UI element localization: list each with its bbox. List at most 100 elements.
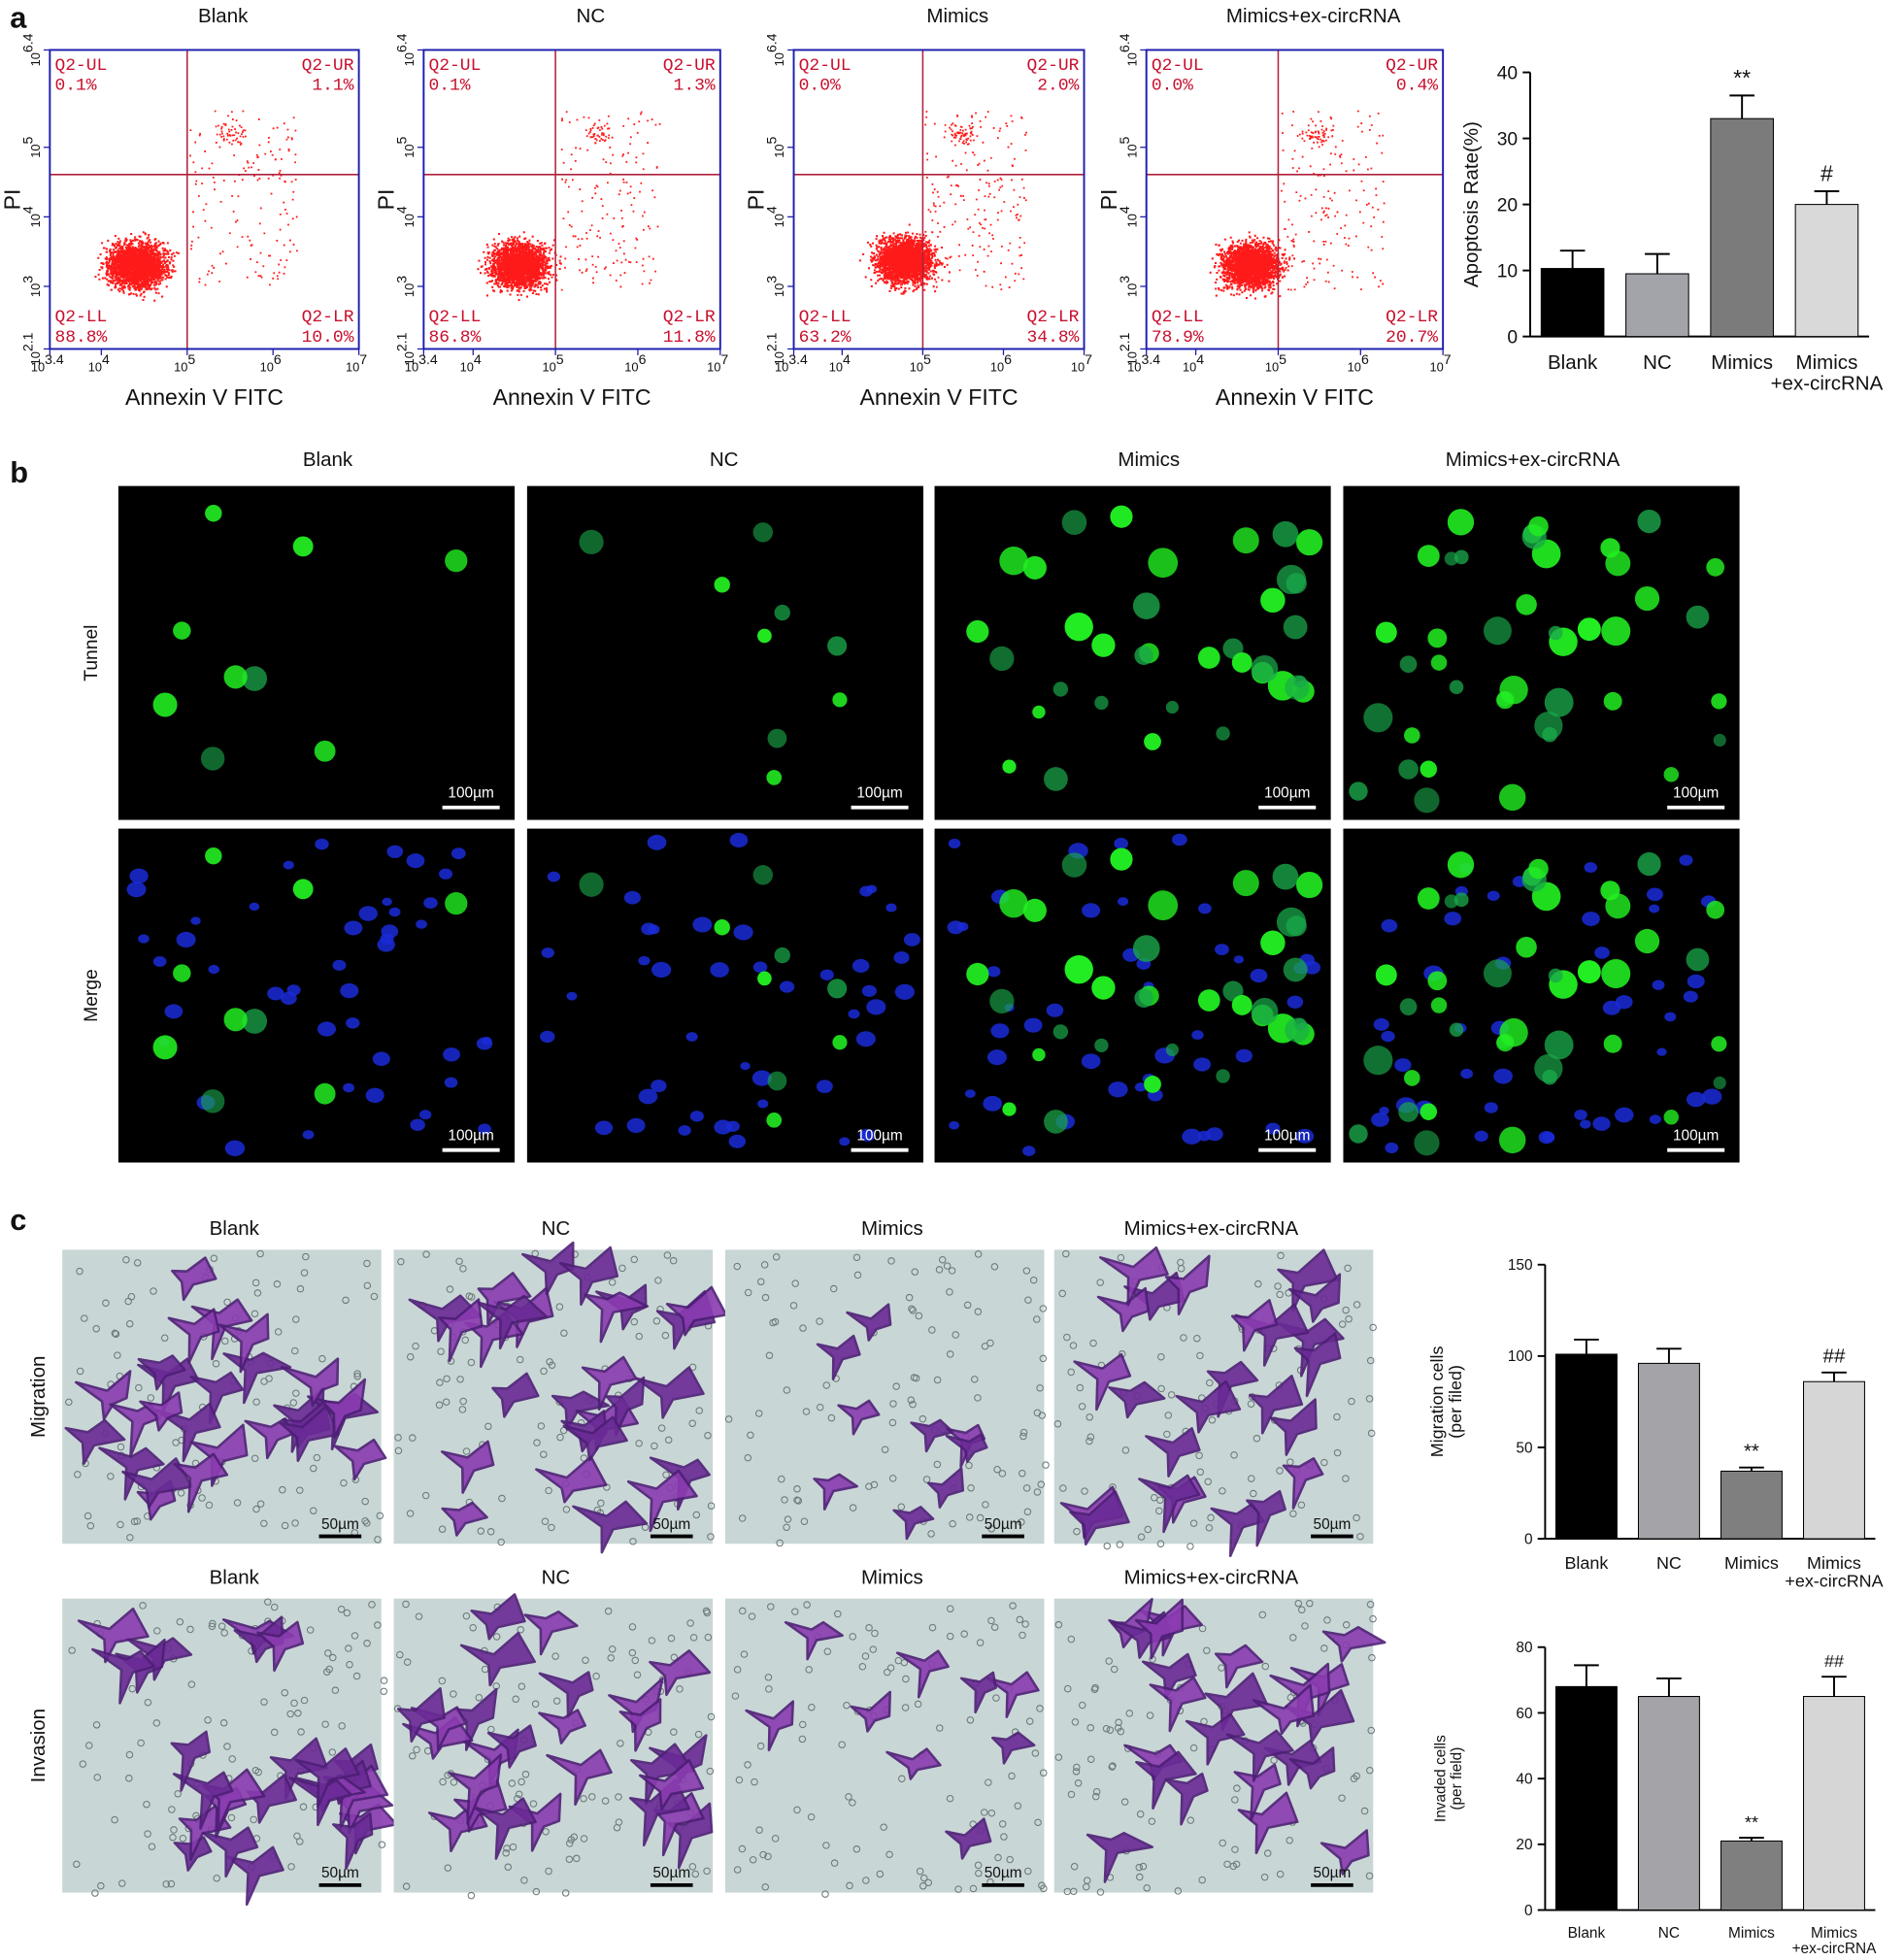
nucleus [1182,1128,1202,1145]
nucleus [224,1140,246,1156]
nucleus [903,933,920,947]
quadrant-percent: 0.0% [1152,77,1193,96]
stained-cell [474,1797,537,1860]
y-tick-label: 0 [1524,1903,1533,1919]
apoptotic-cell [966,619,989,644]
quadrant-percent: 1.3% [674,77,716,96]
y-tick-label: 105 [764,137,787,158]
stained-cell [397,1687,446,1744]
stained-cell [226,1845,284,1907]
nucleus [1615,995,1633,1010]
nucleus [418,1110,432,1120]
apoptotic-cell [1600,538,1620,558]
stained-cell [1134,1598,1185,1660]
apoptotic-cell [1528,515,1549,537]
nucleus [315,838,329,850]
nucleus [540,1030,555,1044]
apoptotic-cell [1600,880,1620,901]
tick-exponent: 5 [764,137,780,145]
nucleus [855,1031,876,1047]
x-tick-label: 106 [260,351,282,375]
text-line: Mimics [1811,1925,1857,1942]
flow-title: NC [577,5,606,27]
nucleus [388,907,401,917]
apoptotic-cell [1399,655,1418,674]
error-bar [1729,94,1754,119]
error-bar [1656,1347,1682,1364]
quadrant-name: Q2-LL [54,308,107,327]
stained-cell [294,1747,360,1809]
x-tick-label: 106 [624,351,646,375]
y-axis-label: PI [1096,189,1121,211]
apoptotic-cell [1296,529,1323,556]
x-tick-label: 103.4 [1127,351,1160,375]
column-title: Mimics+ex-circRNA [1124,1566,1299,1588]
tick-exponent: 3 [764,276,780,283]
x-tick-label: 106 [1348,351,1369,375]
nucleus [439,868,453,880]
y-axis-label: Invaded cells(per field) [1433,1735,1465,1822]
scale-bar-label: 50µm [985,1865,1022,1881]
stained-cell [1110,1598,1153,1649]
tick-base: 10 [1124,351,1139,365]
stained-cell [91,1647,156,1705]
stained-cell [618,1698,662,1752]
stained-cell [1319,1829,1370,1876]
nucleus [547,871,561,882]
tick-base: 10 [990,360,1004,375]
apoptotic-cell [1094,1038,1109,1053]
tick-base: 10 [772,351,786,365]
nucleus [1046,1003,1064,1017]
nucleus [1286,995,1304,1009]
nucleus [858,1131,870,1140]
x-tick-label: 104 [1183,351,1204,375]
nucleus [444,1077,458,1088]
apoptotic-cell [1528,858,1549,880]
nucleus [317,1021,337,1037]
nucleus [1295,1128,1315,1144]
panel-label: a [10,0,27,34]
apoptotic-cell [1232,527,1259,554]
apoptotic-cell [1061,852,1087,878]
stained-cell [167,1308,220,1364]
scale-bar-label: 100µm [1264,1127,1310,1144]
x-axis-label: Annexin V FITC [125,384,284,410]
quadrant-name: Q2-UR [1386,56,1438,76]
flow-title: Blank [198,5,249,27]
apoptotic-cell [1132,935,1160,962]
nucleus [340,982,359,999]
stained-cell [959,1671,997,1714]
stained-cell [459,1631,536,1687]
quadrant-name: Q2-UL [428,56,481,76]
stained-cell [486,1724,537,1769]
tick-exponent: 6 [1361,351,1369,367]
x-tick-label: 105 [174,351,195,375]
apoptotic-cell [1132,592,1160,619]
tick-exponent: 5 [187,351,195,367]
apoptotic-cell [1399,998,1418,1015]
nucleus [332,959,347,971]
significance-mark: # [1820,161,1833,186]
nucleus [138,934,150,944]
stained-cell [635,1366,705,1419]
tick-exponent: 4 [764,206,780,214]
nucleus [1686,1091,1706,1108]
tick-exponent: 3.4 [45,351,64,367]
apoptotic-cell [1091,976,1116,1000]
stained-cell [1099,1246,1169,1307]
column-title: Mimics [861,1566,923,1588]
bar [1802,1696,1865,1911]
nucleus [283,860,294,870]
stained-cell [121,1457,193,1509]
apoptotic-cell [1231,651,1253,673]
bar [1554,1353,1618,1540]
apoptotic-cell [1601,959,1631,989]
tick-base: 10 [31,360,45,375]
nucleus [1233,955,1245,964]
stained-cell [850,1690,891,1733]
x-tick-label: 103.4 [405,351,438,375]
stained-cell [1164,1254,1211,1315]
nucleus [1117,897,1129,907]
tick-exponent: 4 [474,351,482,367]
nucleus [1235,1048,1253,1063]
